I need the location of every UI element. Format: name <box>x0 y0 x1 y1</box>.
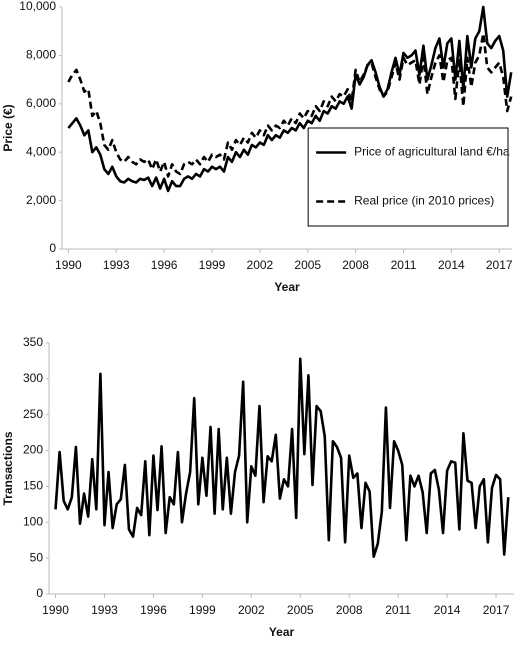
x-tick-label: 2005 <box>287 603 314 617</box>
y-tick-label: 100 <box>23 514 43 528</box>
x-tick-label: 2002 <box>247 258 274 272</box>
x-tick-label: 2017 <box>486 258 513 272</box>
x-tick-label: 2014 <box>434 603 461 617</box>
x-tick-label: 2011 <box>391 258 417 272</box>
y-tick-label: 8,000 <box>26 48 56 62</box>
y-tick-label: 2,000 <box>26 193 56 207</box>
x-tick-label: 2008 <box>342 258 369 272</box>
y-tick-label: 150 <box>23 479 43 493</box>
y-axis-label: Transactions <box>1 431 15 505</box>
x-tick-label: 2008 <box>336 603 363 617</box>
y-tick-label: 10,000 <box>19 0 56 13</box>
x-tick-label: 2011 <box>385 603 411 617</box>
y-tick-label: 250 <box>23 407 43 421</box>
x-tick-label: 1990 <box>55 258 82 272</box>
data-line <box>67 32 513 178</box>
y-tick-label: 200 <box>23 443 43 457</box>
x-tick-label: 1996 <box>140 603 167 617</box>
x-tick-label: 2002 <box>238 603 265 617</box>
x-tick-label: 1993 <box>91 603 118 617</box>
y-tick-label: 6,000 <box>26 96 56 110</box>
x-tick-label: 2005 <box>294 258 321 272</box>
data-line <box>67 5 513 193</box>
x-axis-label: Year <box>269 625 295 639</box>
x-tick-label: 2017 <box>483 603 510 617</box>
x-tick-label: 1993 <box>103 258 130 272</box>
y-tick-label: 350 <box>23 335 43 349</box>
legend-label: Price of agricultural land €/ha <box>354 145 510 159</box>
y-tick-label: 300 <box>23 371 43 385</box>
legend-label: Real price (in 2010 prices) <box>354 194 494 208</box>
y-tick-label: 0 <box>36 586 43 600</box>
x-tick-label: 1996 <box>151 258 178 272</box>
y-tick-label: 4,000 <box>26 144 56 158</box>
x-tick-label: 1999 <box>199 258 226 272</box>
y-tick-label: 0 <box>49 241 56 255</box>
y-axis-label: Price (€) <box>1 104 15 151</box>
x-axis-label: Year <box>274 280 300 294</box>
legend-box <box>307 127 509 227</box>
x-tick-label: 1990 <box>42 603 69 617</box>
x-tick-label: 2014 <box>438 258 465 272</box>
data-line <box>54 357 510 559</box>
x-tick-label: 1999 <box>189 603 216 617</box>
y-tick-label: 50 <box>30 550 44 564</box>
